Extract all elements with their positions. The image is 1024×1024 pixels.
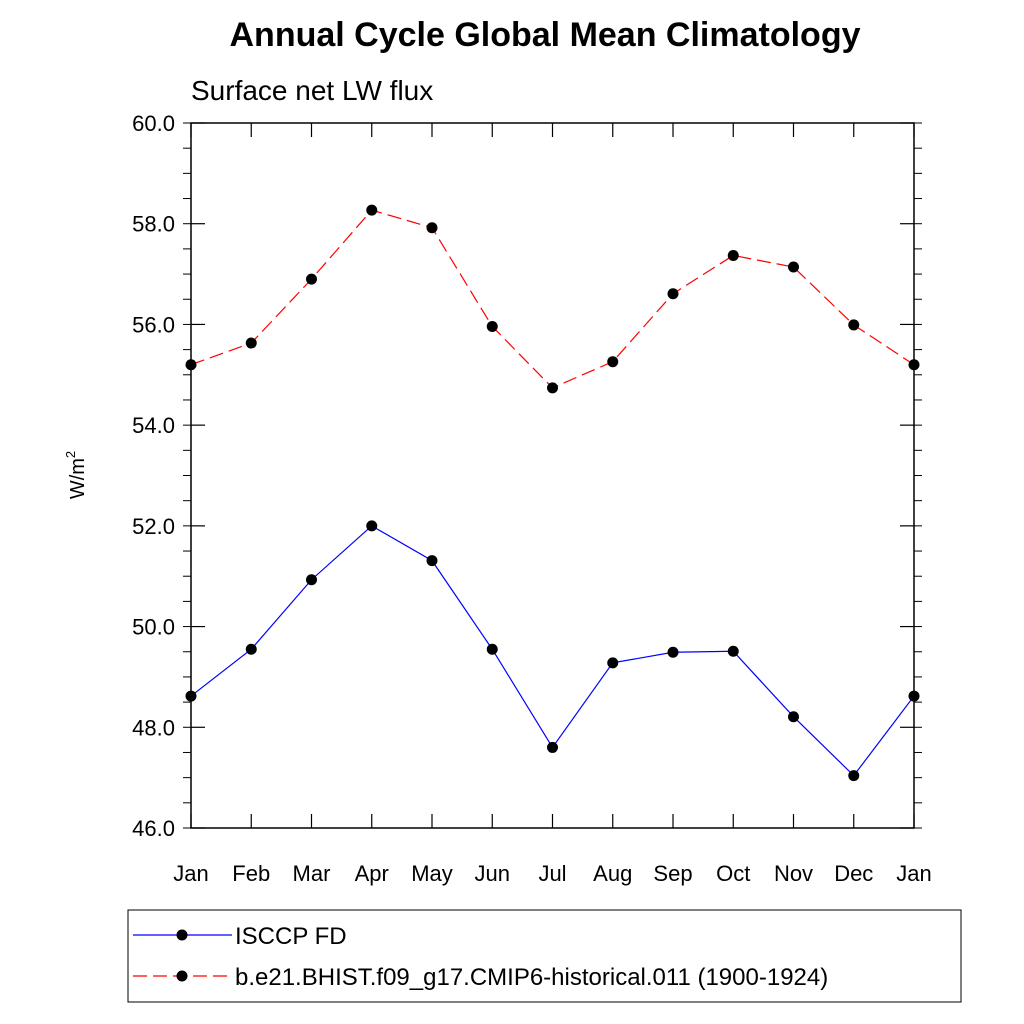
data-point	[245, 643, 257, 655]
x-tick-label: Jan	[173, 861, 208, 886]
y-axis-label: W/m2	[63, 451, 89, 499]
x-tick-label: Apr	[355, 861, 389, 886]
x-tick-label: Jan	[896, 861, 931, 886]
legend-box	[127, 909, 962, 1003]
legend-marker	[176, 929, 188, 941]
y-tick-label: 48.0	[132, 715, 175, 740]
data-point	[908, 690, 920, 702]
y-tick-label: 58.0	[132, 212, 175, 237]
data-point	[607, 356, 619, 368]
legend: ISCCP FD b.e21.BHIST.f09_g17.CMIP6-histor…	[127, 909, 962, 1003]
data-point	[306, 273, 317, 285]
series-1	[185, 204, 920, 394]
data-point	[908, 359, 920, 371]
x-tick-label: Aug	[593, 861, 632, 886]
data-point	[607, 657, 619, 669]
data-point	[366, 204, 378, 216]
x-tick-label: Mar	[293, 861, 331, 886]
data-point	[426, 555, 438, 567]
data-point	[727, 645, 739, 657]
series-line	[190, 209, 915, 389]
data-point	[245, 337, 257, 349]
plot-frame	[190, 122, 915, 829]
y-tick-label: 50.0	[132, 615, 175, 640]
data-point	[426, 222, 438, 234]
x-tick-label: Jun	[475, 861, 510, 886]
x-tick-label: Dec	[834, 861, 873, 886]
x-tick-label: Jul	[538, 861, 566, 886]
x-tick-label: Oct	[716, 861, 750, 886]
data-point	[547, 382, 558, 394]
legend-label: b.e21.BHIST.f09_g17.CMIP6-historical.011…	[235, 964, 828, 991]
data-point	[667, 646, 679, 658]
x-tick-label: May	[411, 861, 453, 886]
y-axis-label-superscript: 2	[63, 451, 78, 458]
tick-marks	[183, 122, 922, 829]
data-point	[185, 359, 197, 371]
data-point	[547, 741, 558, 753]
x-tick-label: Nov	[774, 861, 813, 886]
y-tick-label: 60.0	[132, 111, 175, 136]
y-tick-label: 56.0	[132, 312, 175, 337]
legend-marker	[176, 970, 188, 982]
data-point	[486, 320, 498, 332]
data-point	[306, 574, 317, 586]
legend-label: ISCCP FD	[235, 923, 347, 950]
svg-text:W/m2: W/m2	[63, 451, 89, 499]
data-point	[788, 261, 799, 273]
legend-item-1: b.e21.BHIST.f09_g17.CMIP6-historical.011…	[133, 964, 828, 991]
legend-item-0: ISCCP FD	[133, 923, 347, 950]
x-tick-label: Feb	[232, 861, 270, 886]
y-axis-label-text: W/m	[67, 458, 89, 499]
y-tick-label: 46.0	[132, 816, 175, 841]
chart-subtitle: Surface net LW flux	[191, 75, 433, 106]
data-point	[185, 690, 197, 702]
data-point	[486, 643, 498, 655]
series-layer	[185, 204, 920, 782]
data-point	[667, 288, 679, 300]
y-tick-label: 52.0	[132, 514, 175, 539]
data-point	[788, 711, 799, 723]
y-tick-labels: 46.0 48.0 50.0 52.0 54.0 56.0 58.0 60.0	[132, 111, 175, 841]
chart-title: Annual Cycle Global Mean Climatology	[230, 16, 861, 54]
y-tick-label: 54.0	[132, 413, 175, 438]
data-point	[366, 520, 378, 532]
x-tick-labels: Jan Feb Mar Apr May Jun Jul Aug Sep Oct Nov Dec Jan	[173, 861, 931, 886]
data-point	[727, 249, 739, 261]
series-0	[185, 520, 920, 782]
data-point	[848, 770, 860, 782]
data-point	[848, 319, 860, 331]
x-tick-label: Sep	[653, 861, 692, 886]
series-line	[190, 525, 915, 777]
